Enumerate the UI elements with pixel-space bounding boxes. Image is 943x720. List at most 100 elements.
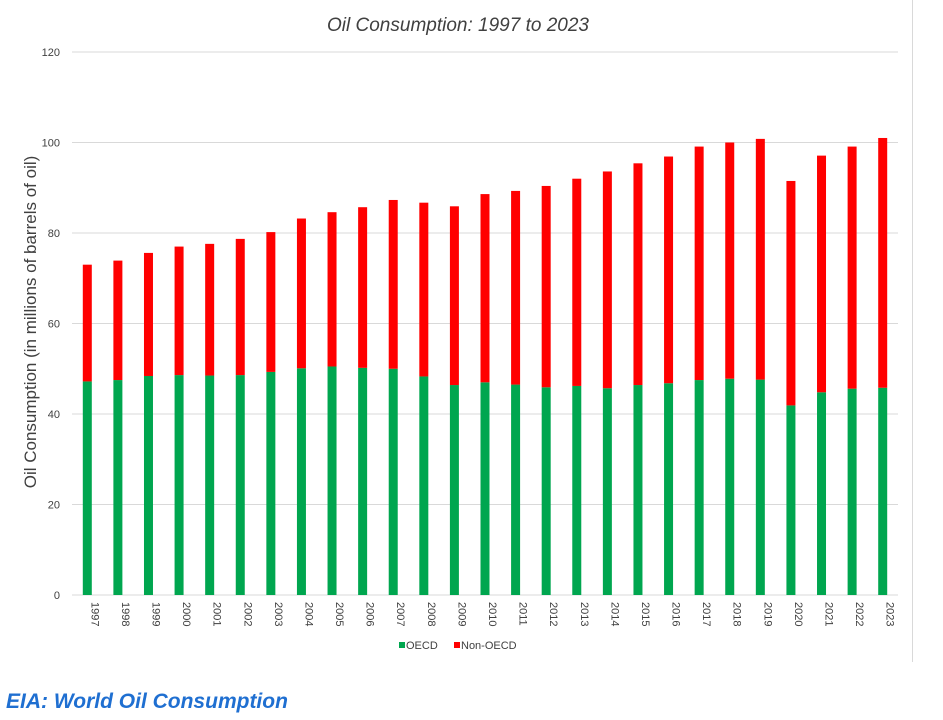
bar-non-oecd [878, 137, 888, 388]
bar-non-oecd [480, 194, 490, 383]
x-tick-label: 2016 [670, 602, 682, 626]
bar-non-oecd [419, 202, 429, 377]
y-tick-label: 60 [48, 319, 60, 331]
x-tick-label: 2019 [761, 602, 773, 626]
x-tick-label: 2015 [639, 602, 651, 626]
bar-non-oecd [113, 260, 123, 381]
bar-non-oecd [327, 212, 337, 367]
bar-oecd [113, 380, 123, 595]
bar-oecd [480, 382, 490, 595]
legend-label-oecd: OECD [406, 640, 438, 652]
x-tick-label: 2006 [364, 602, 376, 626]
bar-oecd [143, 375, 153, 595]
y-axis-label: Oil Consumption (in millions of barrels … [21, 156, 40, 489]
legend-swatch-oecd [399, 642, 405, 648]
bar-non-oecd [755, 138, 765, 380]
bar-non-oecd [388, 199, 398, 369]
bar-oecd [266, 371, 276, 595]
bar-non-oecd [82, 264, 92, 382]
bar-non-oecd [786, 180, 796, 406]
bar-non-oecd [847, 146, 857, 389]
x-tick-label: 2005 [333, 602, 345, 626]
x-tick-label: 2013 [578, 602, 590, 626]
bar-oecd [388, 368, 398, 595]
x-tick-label: 2007 [394, 602, 406, 626]
bars [82, 137, 888, 595]
chart-title: Oil Consumption: 1997 to 2023 [327, 15, 589, 36]
bar-oecd [725, 378, 735, 595]
x-tick-label: 2017 [700, 602, 712, 626]
x-tick-label: 2001 [211, 602, 223, 626]
bar-oecd [786, 405, 796, 595]
bar-non-oecd [296, 218, 306, 369]
bar-non-oecd [235, 238, 245, 376]
x-tick-label: 2003 [272, 602, 284, 626]
y-tick-labels: 0 20 40 60 80 100 120 [42, 47, 60, 602]
bar-oecd [633, 385, 643, 595]
bar-oecd [572, 385, 582, 595]
x-tick-label: 2008 [425, 602, 437, 626]
x-tick-labels: 1997 1998 1999 2000 2001 2002 2003 2004 2005 2006… [88, 602, 895, 626]
legend: OECD Non-OECD [399, 640, 517, 652]
y-tick-label: 0 [54, 590, 60, 602]
y-tick-label: 40 [48, 409, 60, 421]
bar-oecd [847, 388, 857, 595]
x-tick-label: 2014 [608, 602, 620, 626]
bar-oecd [235, 375, 245, 595]
bar-non-oecd [664, 156, 674, 384]
bar-non-oecd [602, 171, 612, 389]
bar-non-oecd [143, 252, 153, 376]
x-tick-label: 2012 [547, 602, 559, 626]
bar-oecd [449, 385, 459, 595]
bar-non-oecd [358, 207, 368, 368]
bar-non-oecd [449, 206, 459, 386]
legend-label-non-oecd: Non-OECD [461, 640, 517, 652]
bar-non-oecd [511, 190, 521, 385]
chart-frame: Oil Consumption: 1997 to 2023 Oil Consum… [21, 0, 913, 662]
bar-oecd [205, 375, 215, 595]
bar-oecd [602, 388, 612, 595]
x-tick-label: 2011 [517, 602, 529, 626]
legend-swatch-non-oecd [454, 642, 460, 648]
bar-non-oecd [633, 163, 643, 386]
bar-non-oecd [205, 243, 215, 376]
x-tick-label: 1997 [88, 602, 100, 626]
x-tick-label: 2021 [823, 602, 835, 626]
source-caption: EIA: World Oil Consumption [6, 690, 288, 713]
bar-non-oecd [174, 246, 184, 376]
bar-oecd [358, 367, 368, 595]
x-tick-label: 1999 [149, 602, 161, 626]
x-tick-label: 2002 [241, 602, 253, 626]
y-tick-label: 120 [42, 47, 60, 59]
y-tick-label: 80 [48, 228, 60, 240]
bar-oecd [511, 384, 521, 595]
bar-oecd [755, 379, 765, 595]
x-tick-label: 2020 [792, 602, 804, 626]
bar-oecd [878, 387, 888, 595]
x-tick-label: 2018 [731, 602, 743, 626]
bar-oecd [296, 368, 306, 595]
bar-oecd [419, 376, 429, 595]
bar-oecd [694, 380, 704, 595]
y-tick-label: 20 [48, 500, 60, 512]
bar-oecd [817, 392, 827, 595]
bar-oecd [541, 387, 551, 595]
stacked-bar-chart: Oil Consumption: 1997 to 2023 Oil Consum… [21, 15, 898, 652]
bar-non-oecd [266, 232, 276, 372]
bar-oecd [82, 381, 92, 595]
bar-non-oecd [817, 155, 827, 393]
bar-non-oecd [572, 178, 582, 386]
x-tick-label: 2022 [853, 602, 865, 626]
x-tick-label: 2009 [455, 602, 467, 626]
bar-oecd [327, 366, 337, 595]
x-tick-label: 1998 [119, 602, 131, 626]
bar-non-oecd [725, 142, 735, 379]
x-tick-label: 2000 [180, 602, 192, 626]
x-tick-label: 2010 [486, 602, 498, 626]
bar-non-oecd [694, 146, 704, 381]
bar-oecd [174, 375, 184, 595]
y-tick-label: 100 [42, 138, 60, 150]
bar-non-oecd [541, 185, 551, 388]
x-tick-label: 2023 [884, 602, 896, 626]
x-tick-label: 2004 [302, 602, 314, 626]
